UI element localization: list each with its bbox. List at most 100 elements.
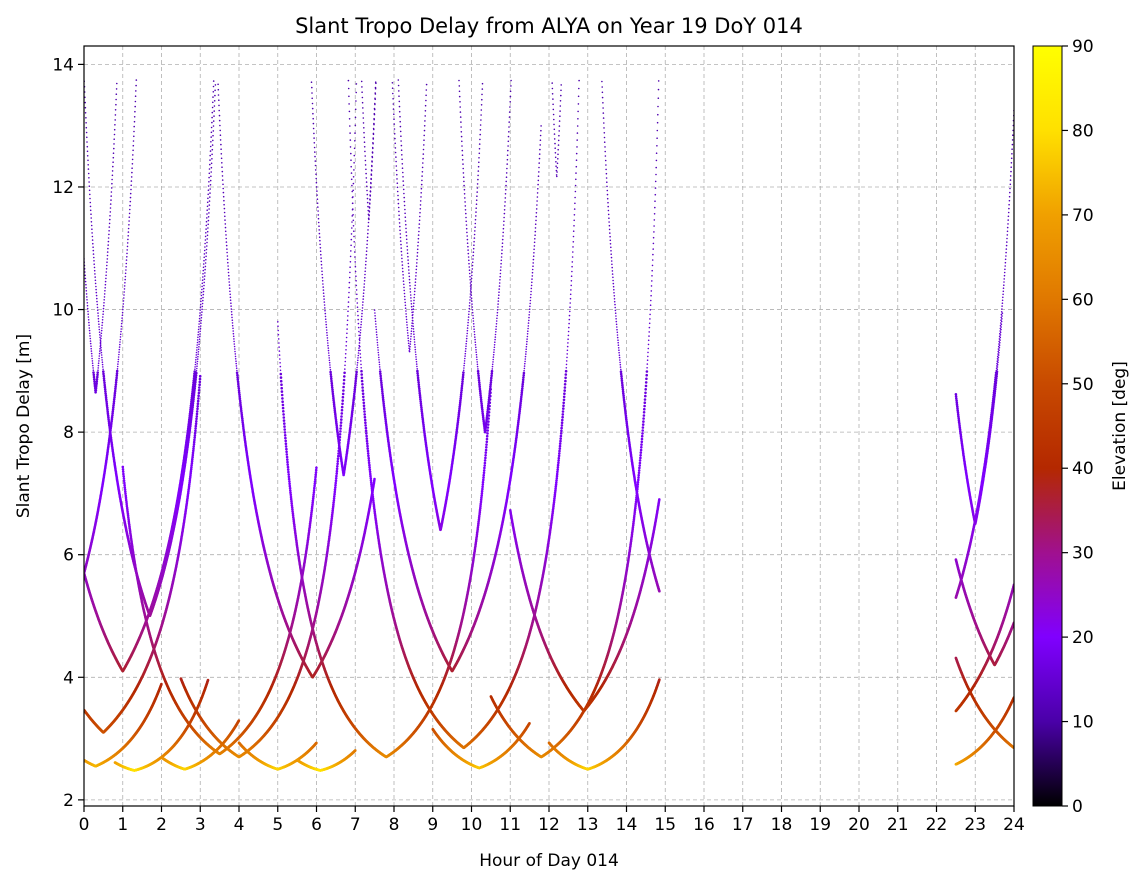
data-point — [128, 220, 130, 222]
data-point — [529, 303, 531, 305]
data-point — [320, 254, 322, 256]
data-point — [412, 326, 414, 328]
data-point — [367, 202, 369, 204]
data-point — [411, 309, 413, 311]
data-point — [603, 117, 605, 119]
data-point — [419, 220, 421, 222]
data-point — [500, 266, 502, 268]
data-point — [200, 320, 202, 322]
data-point — [361, 318, 363, 320]
data-point — [95, 382, 98, 385]
data-point — [521, 383, 524, 386]
data-point — [205, 232, 207, 234]
data-point — [363, 127, 365, 129]
data-point — [87, 313, 89, 315]
data-point — [474, 237, 476, 239]
data-point — [603, 127, 605, 129]
data-point — [620, 369, 622, 371]
data-point — [421, 175, 423, 177]
data-point — [101, 359, 103, 361]
data-point — [467, 249, 469, 251]
data-point — [230, 297, 232, 299]
data-point — [415, 356, 417, 358]
data-point — [411, 303, 413, 305]
data-point — [133, 145, 135, 147]
data-point — [392, 98, 394, 100]
data-point — [226, 248, 228, 250]
data-point — [397, 199, 399, 201]
data-point — [105, 275, 107, 277]
data-point — [103, 308, 105, 310]
data-point — [533, 249, 535, 251]
data-point — [560, 100, 562, 102]
data-point — [402, 274, 404, 276]
data-point — [127, 239, 129, 241]
data-point — [496, 318, 498, 320]
data-point — [311, 87, 313, 89]
data-point — [211, 132, 213, 134]
data-point — [402, 268, 404, 270]
data-point — [481, 109, 483, 111]
data-point — [133, 140, 135, 142]
data-point — [116, 83, 118, 85]
data-point — [113, 157, 115, 159]
data-point — [201, 311, 203, 313]
data-point — [461, 383, 464, 386]
data-point — [196, 413, 199, 416]
data-point — [401, 254, 403, 256]
data-point — [360, 327, 362, 329]
data-point — [532, 262, 534, 264]
data-point — [362, 112, 364, 114]
data-point — [326, 329, 328, 331]
data-point — [204, 272, 206, 274]
data-point — [404, 213, 406, 215]
data-point — [413, 331, 415, 333]
data-point — [212, 135, 214, 137]
data-point — [468, 256, 470, 258]
data-point — [397, 191, 399, 193]
data-point — [115, 379, 118, 382]
data-point — [555, 152, 557, 154]
data-point — [398, 211, 400, 213]
data-point — [495, 326, 497, 328]
data-point — [214, 90, 216, 92]
data-point — [319, 240, 321, 242]
data-point — [108, 234, 110, 236]
data-point — [416, 366, 418, 368]
data-point — [100, 347, 102, 349]
data-point — [620, 366, 622, 368]
data-point — [109, 215, 111, 217]
data-point — [373, 118, 375, 120]
data-point — [116, 372, 119, 375]
data-point — [118, 351, 120, 353]
data-point — [129, 213, 131, 215]
data-point — [312, 103, 314, 105]
data-point — [462, 159, 464, 161]
data-point — [193, 373, 196, 376]
data-point — [556, 174, 558, 176]
data-point — [199, 375, 202, 378]
data-point — [465, 343, 467, 345]
data-point — [326, 335, 328, 337]
data-point — [404, 209, 406, 211]
data-point — [214, 100, 216, 102]
data-point — [196, 415, 199, 418]
data-point — [84, 102, 86, 104]
data-point — [331, 386, 334, 389]
data-point — [92, 246, 94, 248]
data-point — [394, 138, 396, 140]
data-point — [238, 387, 241, 390]
data-point — [524, 361, 526, 363]
data-point — [370, 186, 372, 188]
data-point — [109, 219, 111, 221]
data-point — [315, 165, 317, 167]
data-point — [86, 296, 88, 298]
data-point — [481, 104, 483, 106]
data-point — [212, 140, 214, 142]
data-point — [95, 389, 98, 392]
data-point — [422, 158, 424, 160]
data-point — [317, 210, 319, 212]
data-point — [613, 292, 615, 294]
satellite-track — [601, 81, 661, 593]
data-point — [135, 95, 137, 97]
